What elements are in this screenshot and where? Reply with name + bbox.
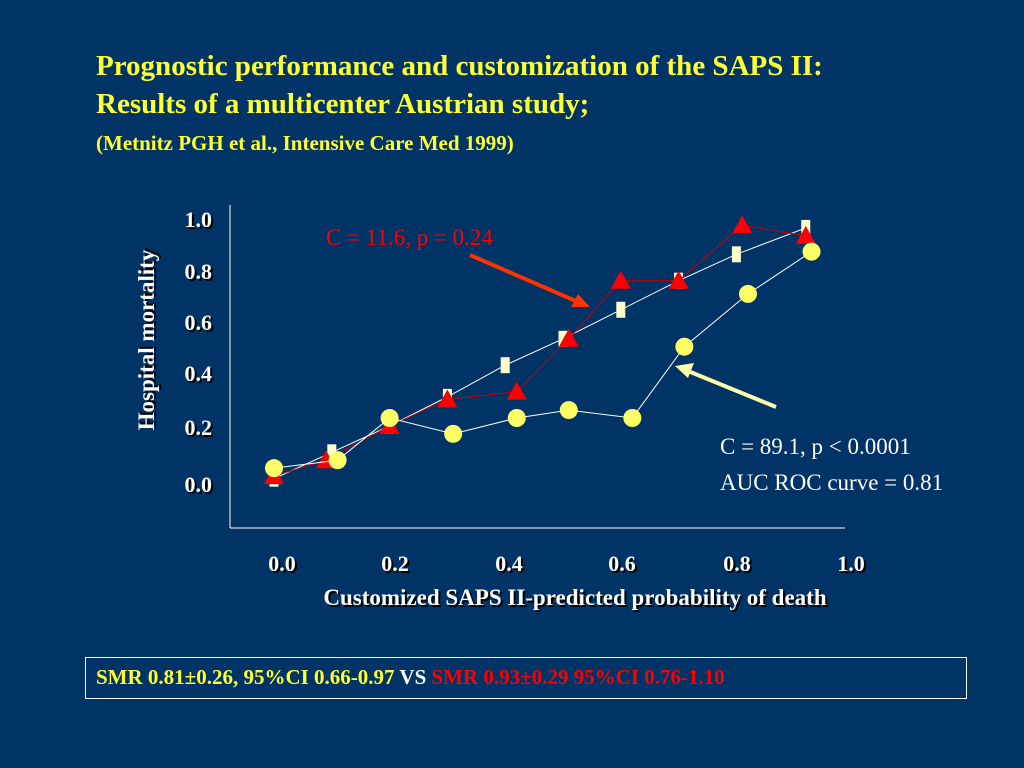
circle-marker [507,409,526,427]
y-axis-title-shadow: Hospital mortality [136,247,161,428]
red-arrow-head [571,294,590,307]
data-series [264,215,821,487]
circle-marker [623,409,642,427]
series-circle [265,242,821,478]
x-tick-label: 0.6 [608,551,636,576]
circle-marker [802,242,821,261]
x-tick-label-shadow: 0.4 [497,553,525,578]
x-tick-label-shadow: 0.6 [610,553,638,578]
y-tick-label-shadow: 1.0 [187,209,215,234]
smr-right: SMR 0.93±0.29 95%CI 0.76-1.10 [431,665,725,689]
annotation-white-2: AUC ROC curve = 0.81 [720,470,943,495]
x-tick-label-shadow: 0.8 [725,553,753,578]
square-marker [500,357,510,374]
red-arrow-shaft [469,253,579,304]
square-marker [327,444,337,461]
x-tick-label: 0.2 [381,551,409,576]
triangle-marker [795,225,816,244]
yellow-arrow-shaft [687,369,777,409]
y-tick-label-shadow: 0.2 [187,417,215,442]
circle-marker [380,409,399,427]
square-marker [616,301,626,318]
circle-marker [444,424,463,443]
y-tick-label: 1.0 [185,207,213,232]
x-tick-label: 0.0 [268,551,296,576]
series-line-square [273,227,806,480]
x-tick-label-shadow: 0.2 [383,553,411,578]
annotation-red: C = 11.6, p = 0.24 [326,225,493,250]
y-tick-label-shadow: 0.0 [187,474,215,499]
y-tick-label: 0.4 [185,361,213,386]
y-tick-label-shadow: 0.6 [187,312,215,337]
y-tick-label: 0.6 [185,310,213,335]
annotations: C = 11.6, p = 0.24 C = 89.1, p < 0.0001 AU… [326,225,943,495]
x-tick-label: 0.4 [495,551,523,576]
triangle-marker [668,270,689,289]
x-axis-title: Customized SAPS II-predicted probability… [323,585,826,610]
tick-labels: 0.00.00.20.20.40.40.60.60.80.81.01.00.00… [134,207,867,612]
triangle-marker [506,381,527,400]
annotation-white-1: C = 89.1, p < 0.0001 [720,434,911,459]
series-line-circle [273,251,812,469]
y-tick-label: 0.2 [185,415,213,440]
x-axis-title-shadow: Customized SAPS II-predicted probability… [325,587,828,612]
x-tick-label-shadow: 1.0 [839,553,867,578]
yellow-arrow-head [675,363,694,378]
slide-title-line2: Results of a multicenter Austrian study; [96,88,590,120]
circle-marker [675,337,694,356]
x-tick-label: 1.0 [837,551,865,576]
x-tick-label: 0.8 [723,551,751,576]
circle-marker [559,401,578,420]
circle-marker [265,459,283,478]
axes [229,205,845,529]
series-line-triangle [273,224,806,477]
y-tick-label: 0.0 [185,472,213,497]
slide-title-line1: Prognostic performance and customization… [96,50,823,82]
circle-marker [738,284,757,303]
circle-marker [328,451,347,470]
triangle-marker [437,389,458,408]
triangle-marker [558,328,579,347]
square-marker [731,246,741,263]
x-tick-label-shadow: 0.0 [270,553,298,578]
y-tick-label-shadow: 0.4 [187,363,215,388]
smr-comparison-box: SMR 0.81±0.26, 95%CI 0.66-0.97 VS SMR 0.… [85,657,967,699]
smr-vs: VS [394,665,432,689]
y-axis-title: Hospital mortality [134,249,159,430]
y-tick-label: 0.8 [185,259,213,284]
triangle-marker [732,215,753,234]
y-tick-label-shadow: 0.8 [187,261,215,286]
square-marker [558,330,568,347]
triangle-marker [610,270,631,289]
smr-left: SMR 0.81±0.26, 95%CI 0.66-0.97 [96,665,395,689]
citation: (Metnitz PGH et al., Intensive Care Med … [96,131,514,155]
